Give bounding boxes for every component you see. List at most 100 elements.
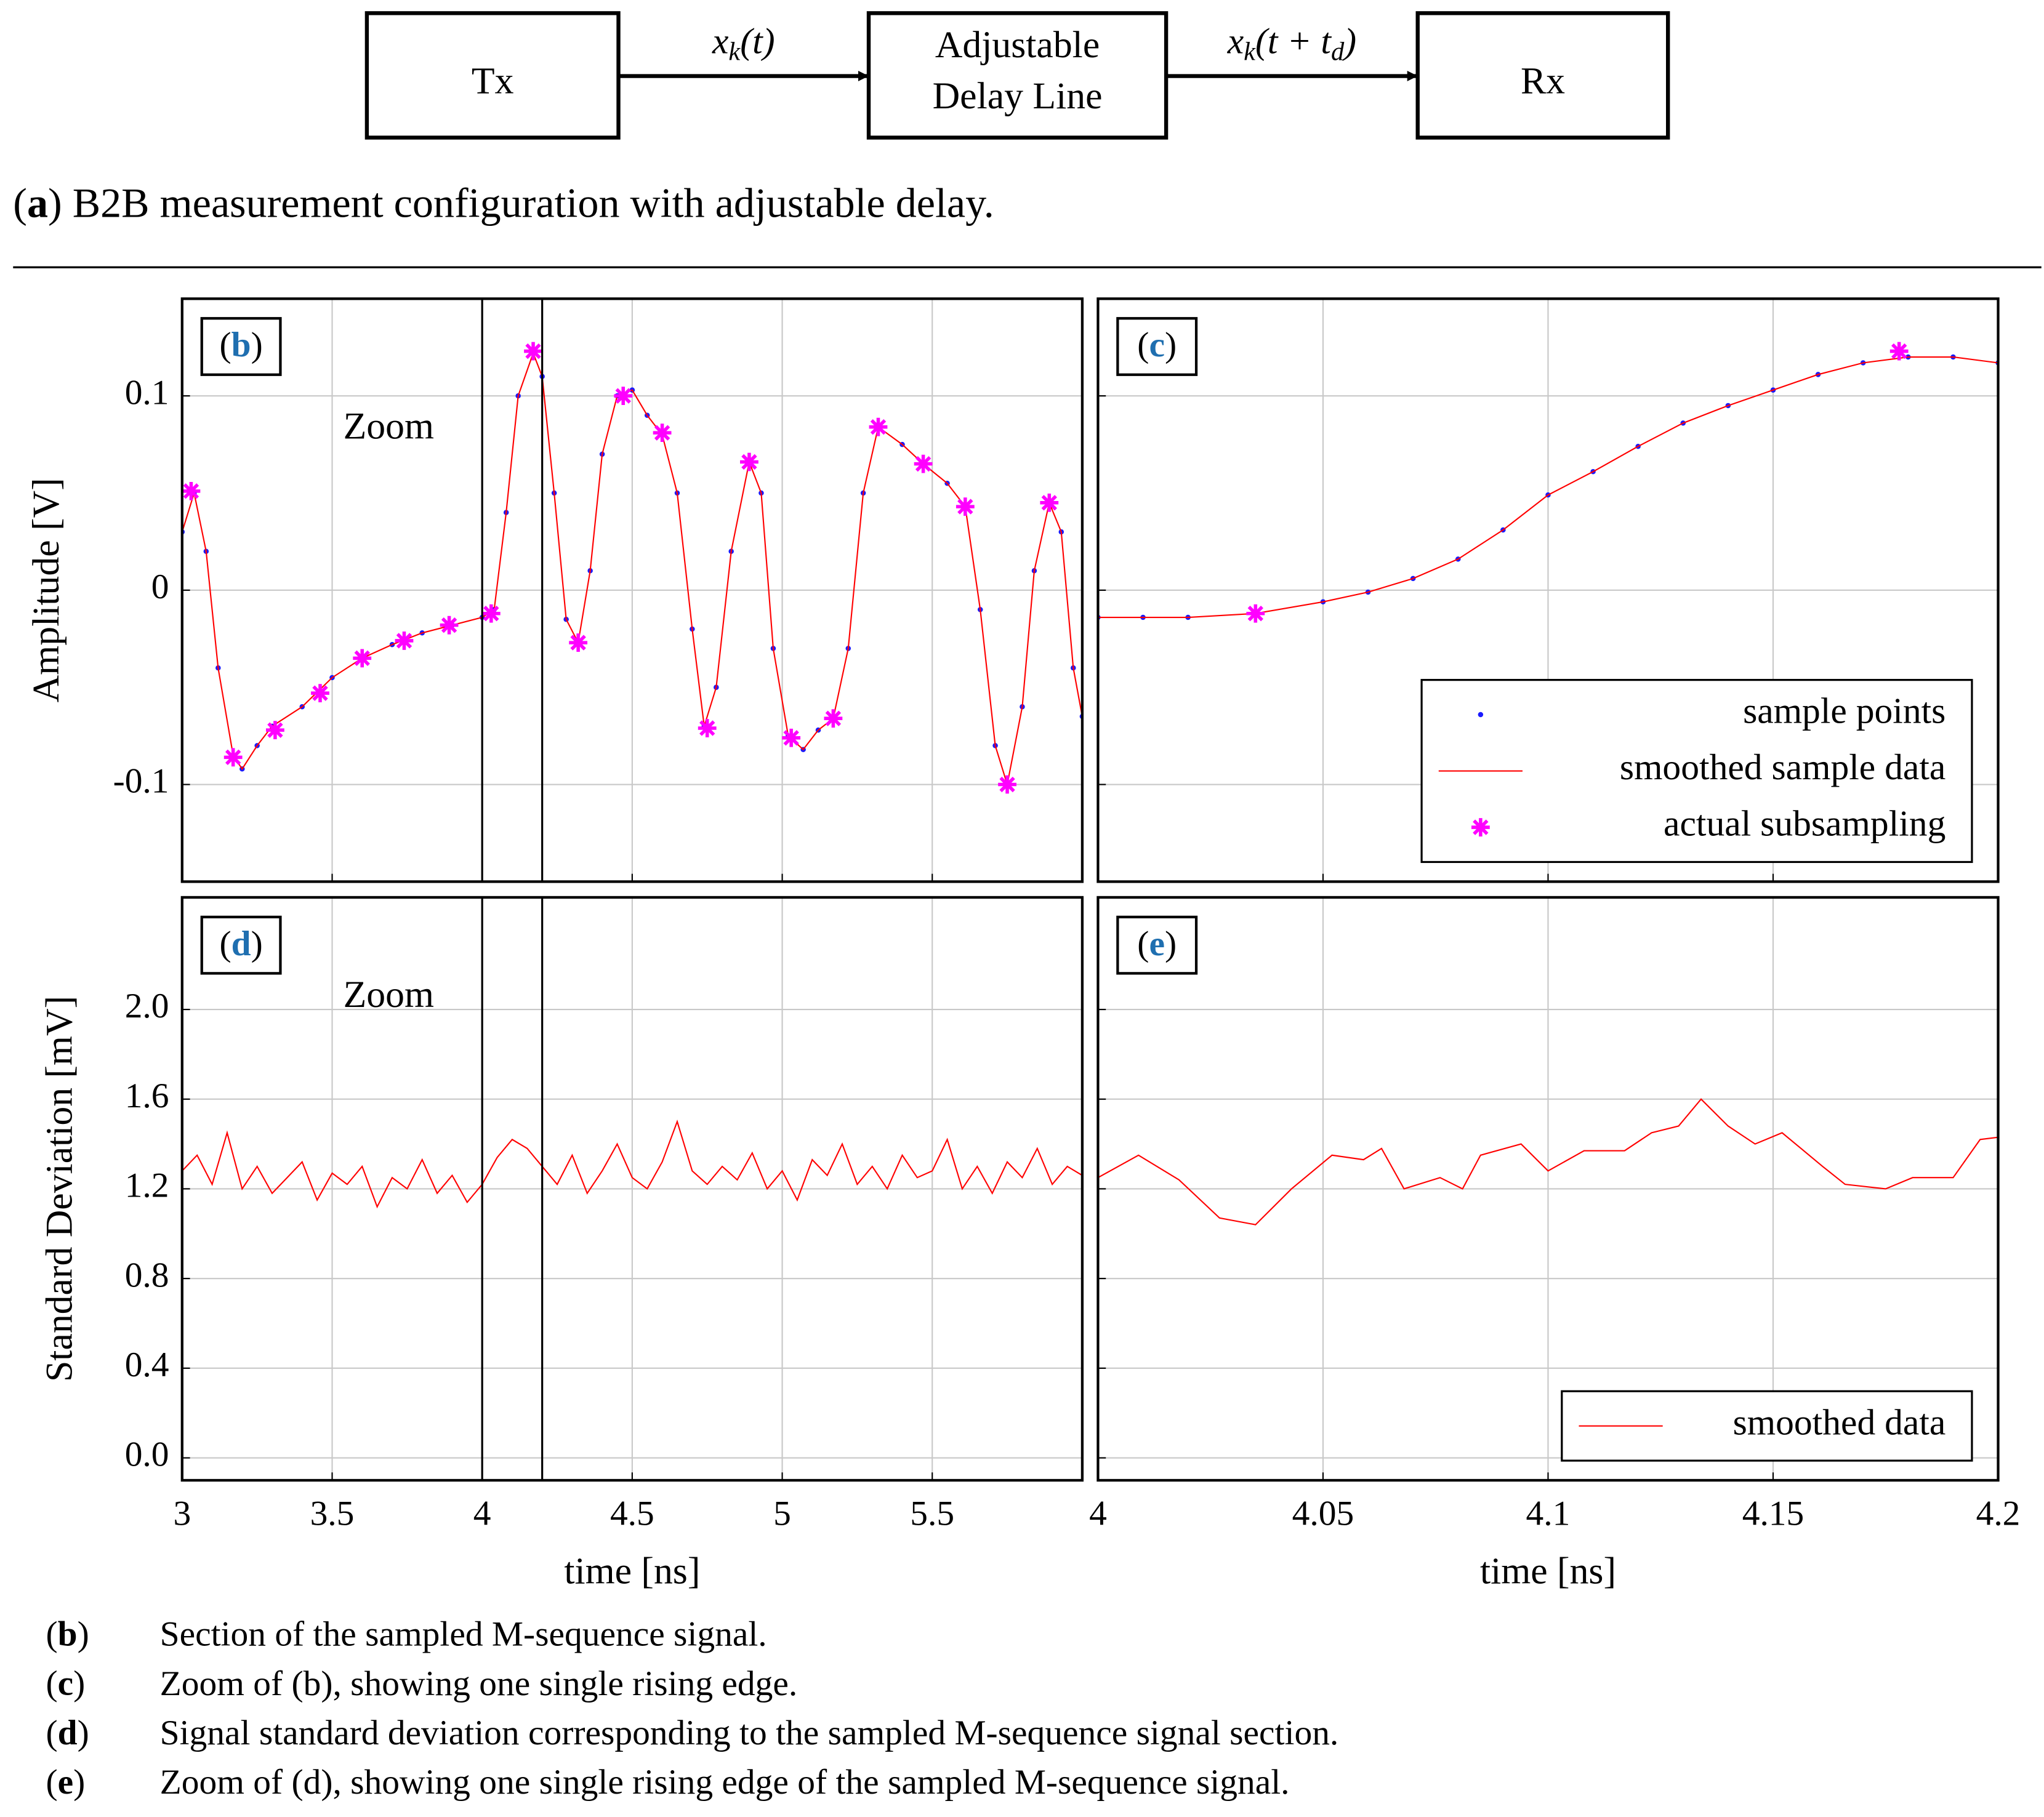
panel-label: (c) <box>1137 326 1177 364</box>
edge-label-part: (t) <box>740 20 775 61</box>
panel-label-part: ( <box>219 326 231 364</box>
subsample-star <box>311 684 329 703</box>
caption-text: Zoom of (d), showing one single rising e… <box>160 1763 1290 1802</box>
plot-area <box>1098 1098 1998 1225</box>
legend-glyph <box>1478 712 1484 718</box>
plot-area <box>182 342 1082 794</box>
y-tick-label: -0.1 <box>113 762 169 801</box>
caption: (d) <box>46 1714 89 1752</box>
x-axis-label: time [ns] <box>564 1550 700 1592</box>
edge-label-part: x <box>712 20 728 61</box>
x-tick-label: 5.5 <box>910 1494 954 1533</box>
caption-label-part: ) <box>73 1664 85 1703</box>
box-label: Tx <box>472 60 514 102</box>
subsample-star <box>653 423 672 443</box>
panel-label: (d) <box>219 925 262 963</box>
caption-label-part: d <box>58 1714 78 1752</box>
panel-label-part: ) <box>251 326 263 364</box>
caption-text: Signal standard deviation corresponding … <box>160 1714 1339 1752</box>
caption: (c) <box>46 1664 85 1703</box>
caption-label-part: ( <box>46 1714 57 1752</box>
edge-label-part: (t + t <box>1255 20 1332 61</box>
subsample-star <box>956 497 975 516</box>
subsample-star <box>824 709 843 728</box>
series-line <box>1098 356 1998 619</box>
caption-label-part: ) <box>48 179 62 226</box>
y-tick-label: 0.4 <box>125 1346 169 1384</box>
edge-label-part: ) <box>1342 20 1356 61</box>
subsample-star <box>614 387 633 406</box>
panel-label-part: e <box>1149 925 1165 963</box>
panel-label-box <box>1116 915 1198 975</box>
panel-frame <box>1096 297 2000 883</box>
panel-frame <box>180 297 1084 883</box>
subsample-star <box>353 649 372 668</box>
subsample-star <box>740 452 758 471</box>
subsample-star <box>782 728 801 747</box>
legend-glyph <box>1471 818 1490 836</box>
x-tick-label: 4.5 <box>610 1494 654 1533</box>
box-label: Rx <box>1521 60 1565 102</box>
caption-label-part: e <box>58 1763 74 1802</box>
panel-label-part: b <box>231 326 251 364</box>
x-tick-label: 4.05 <box>1292 1494 1354 1533</box>
x-tick-label: 3 <box>173 1494 191 1533</box>
caption-text: B2B measurement configuration with adjus… <box>73 179 994 226</box>
legend-label: smoothed data <box>1733 1402 1946 1442</box>
subsample-star <box>524 342 542 361</box>
x-tick-label: 4.15 <box>1742 1494 1805 1533</box>
edge-label-part: k <box>728 37 741 66</box>
subsample-star <box>266 721 284 740</box>
panel-label-part: ) <box>251 925 263 963</box>
panel-label-part: ) <box>1165 326 1177 364</box>
caption-text: Zoom of (b), showing one single rising e… <box>160 1664 798 1703</box>
y-axis-label: Standard Deviation [mV] <box>38 996 80 1382</box>
edge-label: xk(t) <box>712 20 775 66</box>
y-tick-label: 1.2 <box>125 1166 169 1205</box>
caption-label-part: c <box>58 1664 74 1703</box>
caption-label-part: ( <box>46 1763 57 1802</box>
panel-label-part: ( <box>219 925 231 963</box>
caption-label-part: ( <box>46 1664 57 1703</box>
panel-label-part: ) <box>1165 925 1177 963</box>
x-tick-label: 5 <box>773 1494 791 1533</box>
y-tick-label: 1.6 <box>125 1077 169 1115</box>
caption-label-part: ( <box>13 179 27 226</box>
panel-frame <box>180 896 1084 1482</box>
panel-label-part: ( <box>1137 326 1149 364</box>
x-tick-label: 4.2 <box>1976 1494 2021 1533</box>
x-tick-label: 4 <box>1089 1494 1107 1533</box>
panel-label-part: d <box>231 925 251 963</box>
panel-label-box <box>1116 317 1198 376</box>
edge-label-part: d <box>1331 37 1345 66</box>
box-label: Adjustable <box>935 24 1100 66</box>
edge-label-part: x <box>1227 20 1244 61</box>
panel-label-part: c <box>1149 326 1165 364</box>
subsample-star <box>698 719 717 737</box>
subsample-star <box>1040 493 1059 512</box>
caption-text: Section of the sampled M-sequence signal… <box>160 1615 767 1654</box>
y-tick-label: 0.8 <box>125 1256 169 1294</box>
box-label: Delay Line <box>933 75 1103 117</box>
panel-label: (e) <box>1137 925 1177 963</box>
caption: (e) <box>46 1763 85 1802</box>
subsample-star <box>182 481 201 500</box>
x-tick-label: 3.5 <box>310 1494 355 1533</box>
plot-area <box>1098 342 1998 623</box>
edge-label-part: k <box>1244 37 1256 66</box>
panel-label-part: ( <box>1137 925 1149 963</box>
edge-label: xk(t + td) <box>1227 20 1356 66</box>
subsample-star <box>481 604 501 623</box>
y-tick-label: 0 <box>151 568 169 606</box>
zoom-annotation: Zoom <box>344 405 434 447</box>
zoom-annotation: Zoom <box>344 974 434 1016</box>
x-tick-label: 4.1 <box>1526 1494 1571 1533</box>
subsample-star <box>869 417 888 436</box>
subsample-star <box>395 632 414 650</box>
subsample-star <box>223 748 243 767</box>
y-tick-label: 0.0 <box>125 1435 169 1474</box>
y-tick-label: 2.0 <box>125 987 169 1025</box>
legend-label: sample points <box>1743 691 1945 731</box>
subsample-star <box>569 633 588 652</box>
caption-label-part: ) <box>78 1615 89 1654</box>
